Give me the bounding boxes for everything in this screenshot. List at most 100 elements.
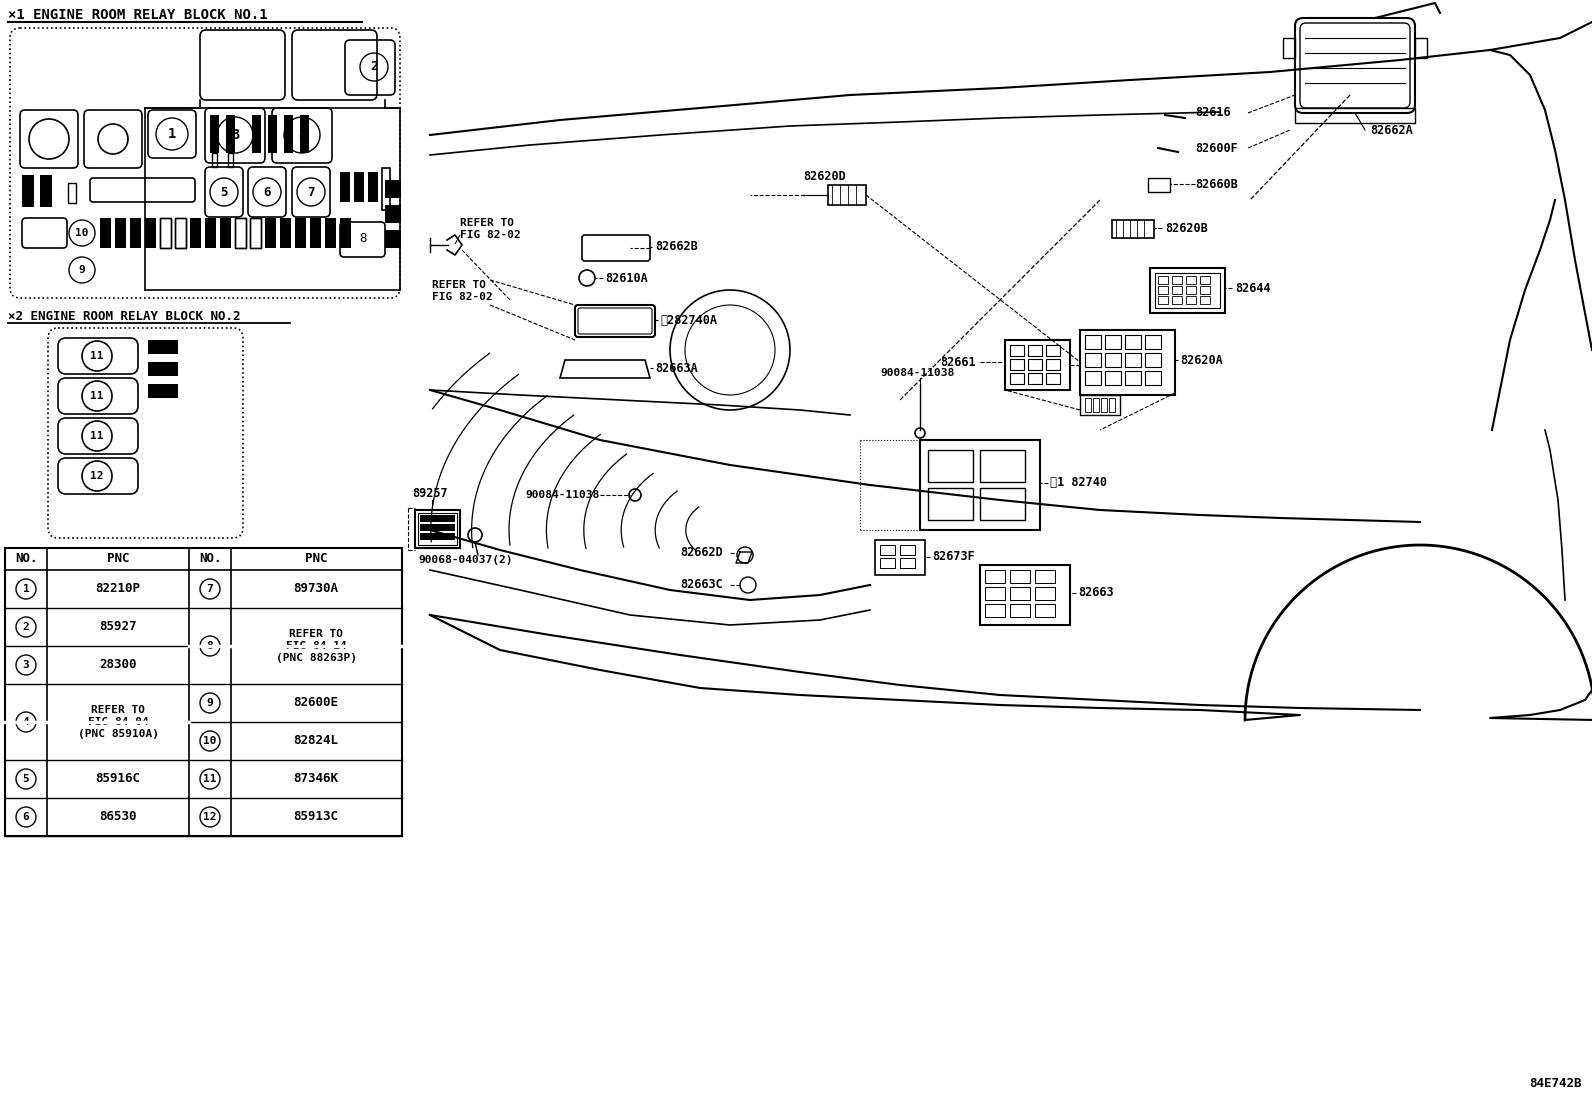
Bar — [420, 533, 455, 540]
Bar — [1086, 335, 1102, 349]
Text: 3: 3 — [22, 660, 29, 670]
Bar — [1079, 395, 1121, 415]
Text: 89730A: 89730A — [293, 582, 339, 596]
Bar — [416, 510, 460, 548]
Bar — [299, 115, 309, 153]
Bar — [385, 180, 401, 198]
Text: 11: 11 — [91, 431, 103, 441]
Text: 28300: 28300 — [99, 658, 137, 671]
Bar — [1156, 273, 1219, 308]
Bar — [295, 218, 306, 248]
Bar — [22, 175, 33, 207]
Text: 10: 10 — [75, 227, 89, 238]
Bar — [341, 218, 350, 248]
Bar — [212, 153, 217, 167]
Text: 82616: 82616 — [1196, 107, 1231, 120]
Text: 1: 1 — [167, 127, 177, 141]
Bar — [1415, 38, 1426, 58]
Text: 87346K: 87346K — [293, 773, 339, 786]
Bar — [205, 218, 217, 248]
Bar — [928, 449, 973, 482]
Bar — [1009, 604, 1030, 617]
Bar — [1186, 276, 1196, 284]
Bar — [1157, 286, 1169, 295]
Text: NO.: NO. — [14, 553, 37, 566]
Text: 2: 2 — [22, 622, 29, 632]
Bar — [1186, 286, 1196, 295]
Text: PNC: PNC — [304, 553, 328, 566]
Text: 89257: 89257 — [412, 487, 447, 500]
Bar — [1102, 398, 1106, 412]
Text: PNC: PNC — [107, 553, 129, 566]
Bar — [228, 153, 232, 167]
Bar — [1035, 587, 1055, 600]
Text: 82644: 82644 — [1235, 281, 1270, 295]
Bar — [1105, 335, 1121, 349]
Bar — [880, 558, 895, 568]
Text: 82620D: 82620D — [802, 170, 845, 184]
Text: 8: 8 — [207, 641, 213, 651]
Text: REFER TO
FIG 84-04
(PNC 85910A): REFER TO FIG 84-04 (PNC 85910A) — [78, 706, 159, 739]
Text: 82610A: 82610A — [605, 271, 648, 285]
Text: 82600F: 82600F — [1196, 142, 1237, 155]
Text: 82620A: 82620A — [1180, 354, 1223, 366]
Text: ※282740A: ※282740A — [661, 313, 716, 326]
Text: ×2 ENGINE ROOM RELAY BLOCK NO.2: ×2 ENGINE ROOM RELAY BLOCK NO.2 — [8, 310, 240, 323]
Bar — [1079, 330, 1175, 395]
Bar — [250, 218, 261, 248]
Text: 5: 5 — [220, 186, 228, 199]
Bar — [1111, 220, 1154, 238]
Text: 3: 3 — [231, 127, 239, 142]
Text: 85913C: 85913C — [293, 810, 339, 823]
Bar — [1149, 268, 1224, 313]
Text: 5: 5 — [22, 774, 29, 784]
Bar — [1186, 296, 1196, 304]
Bar — [1028, 345, 1043, 356]
Text: 84E742B: 84E742B — [1530, 1077, 1582, 1090]
Text: 11: 11 — [91, 351, 103, 360]
Text: 82210P: 82210P — [96, 582, 140, 596]
Bar — [250, 218, 261, 248]
Text: 90084-11038: 90084-11038 — [525, 490, 600, 500]
Bar — [985, 604, 1005, 617]
Bar — [385, 206, 401, 223]
Text: 4: 4 — [298, 127, 306, 142]
Bar — [1009, 359, 1024, 370]
Bar — [115, 218, 126, 248]
Bar — [161, 218, 170, 248]
Text: 10: 10 — [204, 736, 217, 746]
Text: 7: 7 — [207, 584, 213, 593]
Text: 82662A: 82662A — [1371, 123, 1412, 136]
Text: 82662D: 82662D — [680, 546, 723, 559]
Bar — [236, 218, 247, 248]
Bar — [189, 218, 201, 248]
Text: REFER TO
FIG 82-02: REFER TO FIG 82-02 — [431, 280, 494, 301]
Bar — [1200, 276, 1210, 284]
Text: 9: 9 — [207, 698, 213, 708]
Text: 82662B: 82662B — [654, 241, 697, 254]
Text: 82660B: 82660B — [1196, 178, 1237, 190]
Bar — [1009, 587, 1030, 600]
Bar — [419, 513, 457, 545]
Bar — [252, 115, 261, 153]
Bar — [1046, 359, 1060, 370]
Bar — [1200, 296, 1210, 304]
Bar — [1145, 371, 1161, 385]
Bar — [1157, 276, 1169, 284]
Bar — [1294, 108, 1415, 123]
Bar — [341, 173, 350, 202]
Bar — [385, 230, 401, 248]
Text: 6: 6 — [22, 812, 29, 822]
Text: ×1 ENGINE ROOM RELAY BLOCK NO.1: ×1 ENGINE ROOM RELAY BLOCK NO.1 — [8, 8, 267, 22]
Bar — [1145, 353, 1161, 367]
Text: 6: 6 — [263, 186, 271, 199]
Bar — [368, 173, 377, 202]
Bar — [280, 218, 291, 248]
Bar — [1086, 398, 1091, 412]
Text: 82661: 82661 — [939, 355, 976, 368]
Bar — [148, 362, 178, 376]
Bar — [1094, 398, 1098, 412]
Text: 1: 1 — [22, 584, 29, 593]
Bar — [1145, 335, 1161, 349]
Bar — [899, 558, 915, 568]
